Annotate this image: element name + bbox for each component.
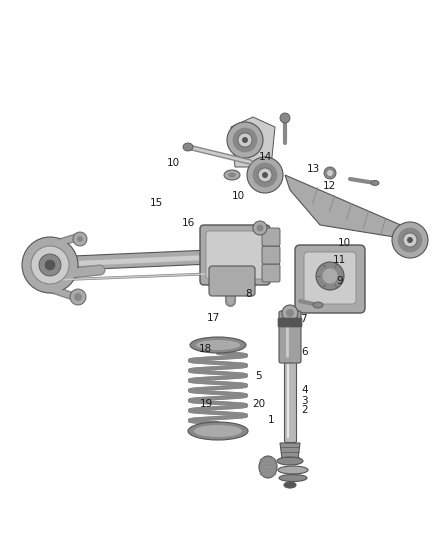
Circle shape: [262, 172, 268, 178]
FancyBboxPatch shape: [209, 266, 255, 296]
Text: 13: 13: [307, 165, 320, 174]
Ellipse shape: [313, 302, 323, 308]
Text: 10: 10: [338, 238, 351, 248]
Ellipse shape: [194, 425, 242, 437]
Polygon shape: [28, 248, 256, 272]
FancyBboxPatch shape: [278, 318, 302, 327]
Circle shape: [242, 137, 248, 143]
Text: 10: 10: [166, 158, 180, 168]
FancyBboxPatch shape: [279, 311, 301, 363]
FancyBboxPatch shape: [304, 252, 356, 304]
Polygon shape: [231, 117, 275, 167]
Circle shape: [238, 133, 252, 147]
Text: 7: 7: [300, 314, 307, 324]
Ellipse shape: [188, 422, 248, 440]
Circle shape: [403, 233, 417, 247]
Ellipse shape: [228, 173, 236, 177]
Circle shape: [258, 168, 272, 182]
Text: 19: 19: [200, 399, 213, 409]
Ellipse shape: [371, 181, 379, 185]
Circle shape: [31, 246, 69, 284]
Circle shape: [407, 237, 413, 243]
Polygon shape: [280, 443, 300, 459]
Circle shape: [282, 305, 298, 321]
FancyBboxPatch shape: [206, 231, 264, 279]
Circle shape: [45, 260, 55, 270]
Text: 4: 4: [301, 385, 308, 395]
Text: 3: 3: [301, 396, 308, 406]
Text: 12: 12: [323, 181, 336, 191]
Text: 2: 2: [301, 405, 308, 415]
Circle shape: [74, 293, 82, 301]
Circle shape: [322, 268, 338, 284]
Text: 16: 16: [182, 219, 195, 228]
Circle shape: [253, 163, 277, 187]
Circle shape: [233, 128, 257, 152]
Circle shape: [392, 222, 428, 258]
Polygon shape: [285, 175, 413, 240]
Circle shape: [316, 262, 344, 290]
Polygon shape: [32, 253, 252, 268]
Circle shape: [247, 157, 283, 193]
Circle shape: [324, 167, 336, 179]
FancyBboxPatch shape: [262, 228, 280, 246]
Circle shape: [253, 221, 267, 235]
Ellipse shape: [190, 337, 246, 353]
Text: 11: 11: [333, 255, 346, 265]
Circle shape: [257, 224, 264, 231]
Circle shape: [70, 289, 86, 305]
Text: 15: 15: [150, 198, 163, 208]
Text: 8: 8: [245, 289, 252, 298]
FancyBboxPatch shape: [295, 245, 365, 313]
Ellipse shape: [196, 340, 240, 350]
Text: 20: 20: [253, 399, 266, 409]
FancyBboxPatch shape: [262, 246, 280, 264]
Text: 6: 6: [301, 347, 308, 357]
Circle shape: [280, 113, 290, 123]
Ellipse shape: [279, 474, 307, 481]
FancyBboxPatch shape: [200, 225, 270, 285]
Ellipse shape: [259, 456, 277, 478]
Text: 1: 1: [267, 415, 274, 425]
Text: 10: 10: [232, 191, 245, 200]
Text: 9: 9: [336, 276, 343, 286]
Circle shape: [22, 237, 78, 293]
Circle shape: [73, 232, 87, 246]
Ellipse shape: [277, 457, 303, 465]
Ellipse shape: [278, 466, 308, 474]
Ellipse shape: [224, 170, 240, 180]
FancyBboxPatch shape: [262, 264, 280, 282]
Circle shape: [227, 122, 263, 158]
Text: 14: 14: [258, 152, 272, 162]
Circle shape: [398, 228, 422, 252]
Circle shape: [39, 254, 61, 276]
Ellipse shape: [183, 143, 193, 151]
Text: 17: 17: [207, 313, 220, 323]
Circle shape: [77, 236, 83, 242]
Circle shape: [286, 309, 294, 317]
Circle shape: [327, 170, 333, 176]
FancyBboxPatch shape: [285, 359, 297, 442]
Text: 5: 5: [255, 372, 262, 381]
Text: 18: 18: [198, 344, 212, 354]
Ellipse shape: [284, 482, 296, 488]
